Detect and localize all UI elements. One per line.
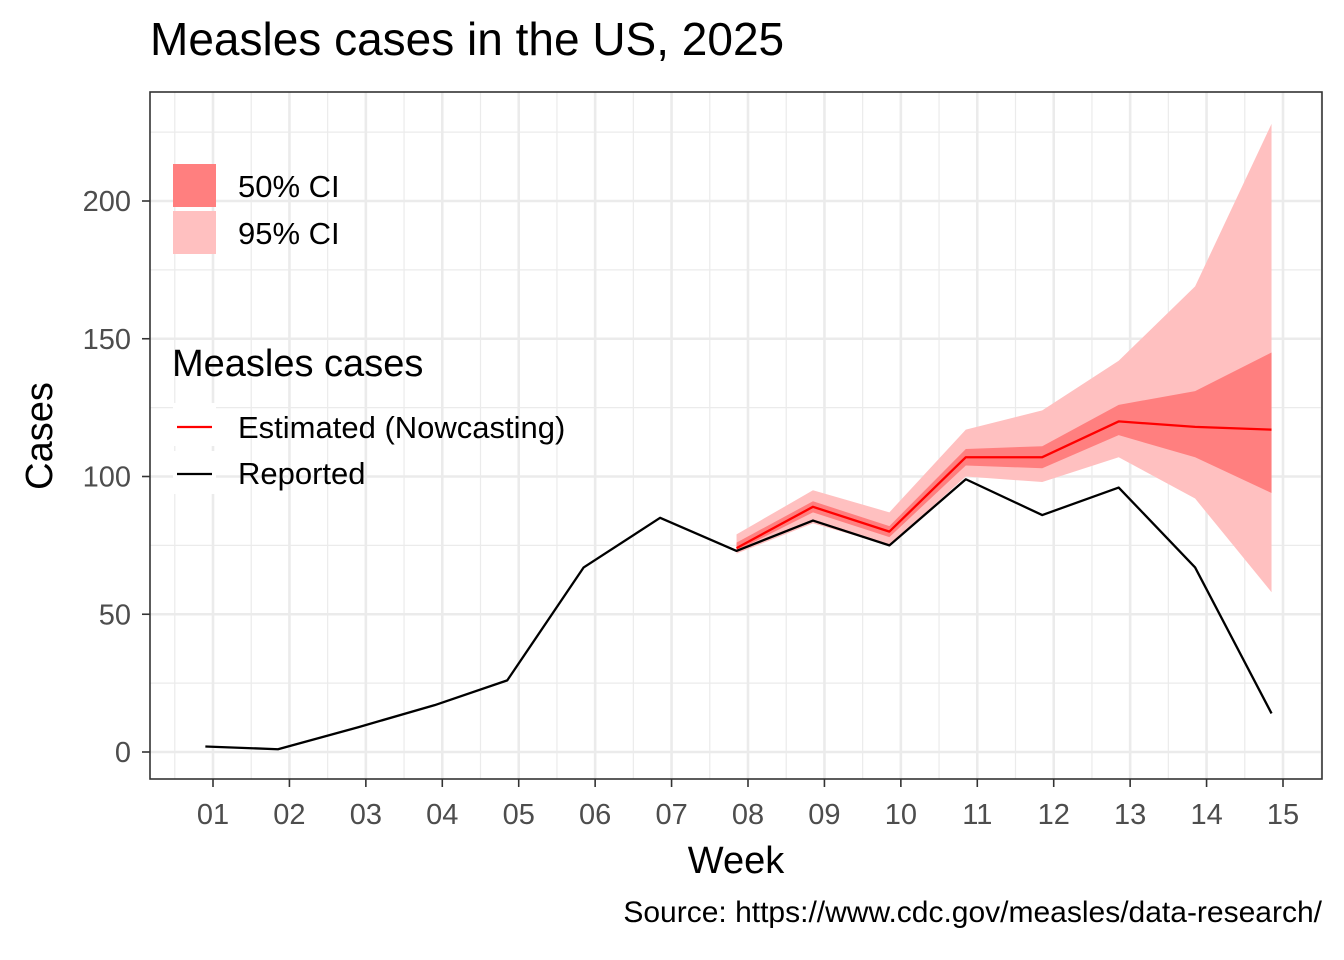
y-tick-label: 100 bbox=[83, 462, 131, 494]
confidence-bands bbox=[736, 123, 1272, 593]
series-line-reported bbox=[205, 478, 1273, 751]
y-tick-label: 0 bbox=[115, 737, 131, 769]
x-tick-label: 04 bbox=[426, 799, 458, 831]
series-lines bbox=[205, 420, 1273, 751]
plot-border bbox=[149, 91, 1323, 780]
legend-label-ci50: 50% CI bbox=[238, 169, 340, 204]
series-line-estimated bbox=[735, 420, 1272, 550]
x-tick-label: 08 bbox=[732, 799, 764, 831]
band-ci95 bbox=[736, 123, 1272, 593]
x-tick-label: 07 bbox=[655, 799, 687, 831]
x-tick-label: 02 bbox=[273, 799, 305, 831]
legend-label-reported: Reported bbox=[238, 456, 366, 491]
x-tick-label: 05 bbox=[503, 799, 535, 831]
x-tick-label: 15 bbox=[1267, 799, 1299, 831]
x-tick-label: 03 bbox=[350, 799, 382, 831]
band-ci50 bbox=[736, 352, 1272, 551]
legend-label-ci95: 95% CI bbox=[238, 216, 340, 251]
legend-title: Measles cases bbox=[172, 343, 423, 385]
x-tick-label: 13 bbox=[1114, 799, 1146, 831]
legend-lines: Measles cases Estimated (Nowcasting) Rep… bbox=[172, 343, 565, 494]
x-tick-label: 09 bbox=[808, 799, 840, 831]
source-caption: Source: https://www.cdc.gov/measles/data… bbox=[623, 896, 1322, 929]
legend-label-estimated: Estimated (Nowcasting) bbox=[238, 410, 565, 445]
y-tick-label: 200 bbox=[83, 186, 131, 218]
y-axis-title: Cases bbox=[19, 382, 61, 490]
y-tick-label: 50 bbox=[99, 599, 131, 631]
x-axis-title: Week bbox=[688, 840, 785, 882]
legend-key-ci95 bbox=[173, 211, 216, 254]
x-tick-label: 14 bbox=[1190, 799, 1222, 831]
x-tick-label: 12 bbox=[1038, 799, 1070, 831]
y-axis: 0 50 100 150 200 bbox=[83, 186, 150, 769]
x-tick-label: 01 bbox=[197, 799, 229, 831]
x-tick-label: 11 bbox=[962, 799, 992, 831]
chart-title: Measles cases in the US, 2025 bbox=[150, 13, 785, 65]
legend-key-estimated-bg bbox=[173, 403, 216, 446]
x-tick-label: 06 bbox=[579, 799, 611, 831]
legend-key-reported-bg bbox=[173, 451, 216, 494]
grid-lines bbox=[150, 92, 1322, 779]
x-tick-label: 10 bbox=[885, 799, 917, 831]
legend-ci: 50% CI 95% CI bbox=[173, 164, 340, 254]
y-tick-label: 150 bbox=[83, 324, 131, 356]
x-axis: 01 02 03 04 05 06 07 08 09 10 11 12 13 14 15 bbox=[197, 779, 1299, 831]
legend-key-ci50 bbox=[173, 164, 216, 207]
